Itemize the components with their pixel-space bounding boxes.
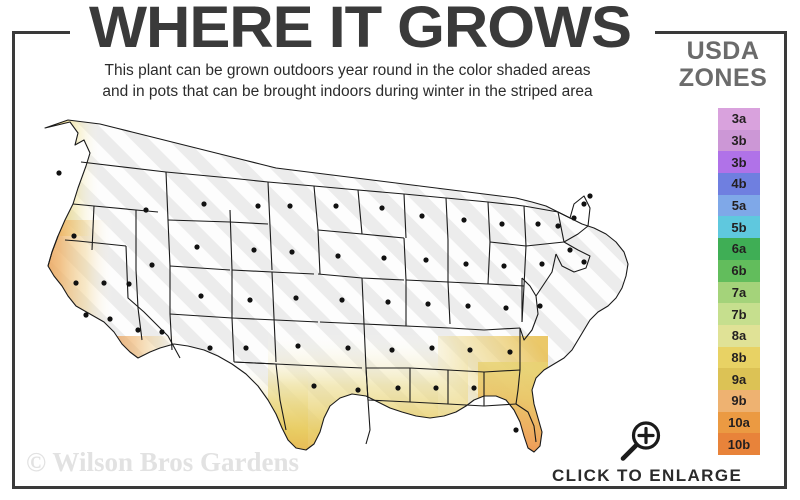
click-to-enlarge-caption[interactable]: CLICK TO ENLARGE [552,466,743,485]
zone-swatch-4b-3: 4b [718,173,760,195]
zone-swatch-7b-9: 7b [718,303,760,325]
legend-title-line-1: USDA [686,37,760,65]
zone-swatch-3b-1: 3b [718,129,760,152]
zone-swatch-10b-15: 10b [718,433,760,455]
map-svg [44,119,629,453]
usa-hardiness-zone-map[interactable] [18,100,658,470]
watermark-credit: © Wilson Bros Gardens [26,447,299,477]
map-striped-region [45,120,628,452]
magnifier-plus-icon[interactable] [618,418,664,464]
usda-zone-legend: 3a 3b 3b 4b 5a 5b 6a 6b 7a 7b 8a 8b 9a 9b 10a 10b [718,108,760,455]
zone-swatch-9b-13: 9b [718,389,760,412]
zone-swatch-3a-0: 3a [718,108,760,130]
page-title: WHERE IT GROWS [89,0,632,60]
subtitle-line-1: This plant can be grown outdoors year ro… [104,62,591,79]
zone-swatch-5b-5: 5b [718,216,760,239]
frame-border-right [784,31,787,489]
state-boundaries [44,119,629,453]
page-subtitle: This plant can be grown outdoors year ro… [40,60,655,102]
frame-border-top-left [12,31,70,34]
city-dots [56,170,593,433]
zone-swatch-6b-7: 6b [718,259,760,282]
zone-swatch-8b-11: 8b [718,346,760,369]
frame-border-bottom [12,486,787,489]
legend-title: USDA ZONES [662,38,784,92]
subtitle-line-2: and in pots that can be brought indoors … [102,83,593,100]
zone-swatch-3b-2: 3b [718,151,760,174]
zone-swatch-6a-6: 6a [718,238,760,260]
zone-swatch-10a-14: 10a [718,411,760,434]
frame-border-top-right [655,31,787,34]
zone-swatch-9a-12: 9a [718,368,760,390]
zone-swatch-7a-8: 7a [718,281,760,304]
zone-swatch-5a-4: 5a [718,194,760,217]
frame-border-left [12,31,15,489]
zone-swatch-8a-10: 8a [718,324,760,347]
legend-title-line-2: ZONES [678,64,768,92]
